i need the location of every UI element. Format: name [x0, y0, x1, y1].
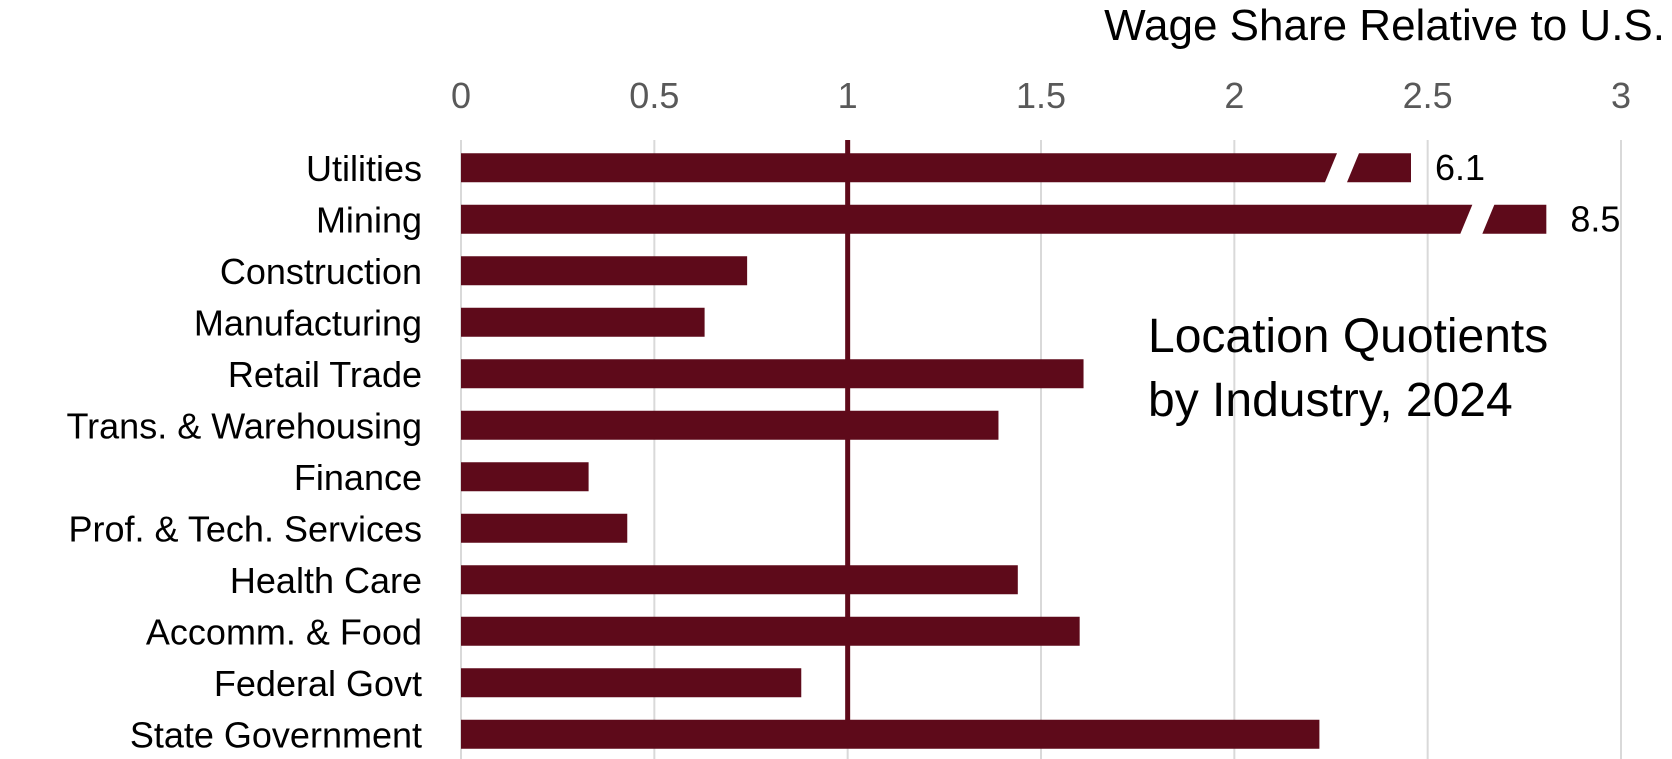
bar	[461, 359, 1084, 389]
bar-break-stub	[1482, 204, 1547, 234]
bar	[461, 668, 802, 698]
bar	[461, 719, 1320, 749]
x-tick-label: 0	[451, 75, 471, 116]
category-label: Trans. & Warehousing	[67, 405, 422, 446]
category-labels: Utilities Mining Construction Manufacturing…	[67, 148, 422, 756]
category-label: Finance	[294, 457, 422, 498]
category-label: State Government	[130, 714, 422, 755]
category-label: Manufacturing	[194, 302, 422, 343]
bar	[461, 410, 999, 440]
x-tick-label: 1	[838, 75, 858, 116]
category-label: Accomm. & Food	[146, 611, 422, 652]
data-label: 8.5	[1570, 198, 1620, 239]
x-tick-label: 1.5	[1016, 75, 1066, 116]
bar-break-stub	[1347, 153, 1411, 183]
bar	[461, 616, 1080, 646]
x-tick-label: 3	[1611, 75, 1631, 116]
category-label: Mining	[316, 199, 422, 240]
category-label: Utilities	[306, 148, 422, 189]
bar	[461, 307, 705, 337]
x-tick-label: 2.5	[1403, 75, 1453, 116]
bar	[461, 256, 748, 286]
bar	[461, 462, 589, 492]
annotation-line-2: by Industry, 2024	[1148, 374, 1513, 427]
bars	[461, 153, 1547, 749]
bar	[461, 565, 1018, 595]
category-label: Health Care	[230, 560, 422, 601]
category-label: Federal Govt	[214, 663, 422, 704]
x-tick-label: 0.5	[629, 75, 679, 116]
category-label: Construction	[220, 251, 422, 292]
data-labels: 6.1 8.5	[1435, 147, 1620, 240]
bar	[461, 153, 1337, 183]
x-tick-labels: 0 0.5 1 1.5 2 2.5 3	[451, 75, 1631, 116]
data-label: 6.1	[1435, 147, 1485, 188]
x-tick-label: 2	[1224, 75, 1244, 116]
annotation-line-1: Location Quotients	[1148, 310, 1548, 363]
bar	[461, 204, 1473, 234]
bar	[461, 513, 628, 543]
category-label: Retail Trade	[228, 354, 422, 395]
category-label: Prof. & Tech. Services	[69, 508, 422, 549]
x-axis-title: Wage Share Relative to U.S.	[1104, 1, 1665, 50]
